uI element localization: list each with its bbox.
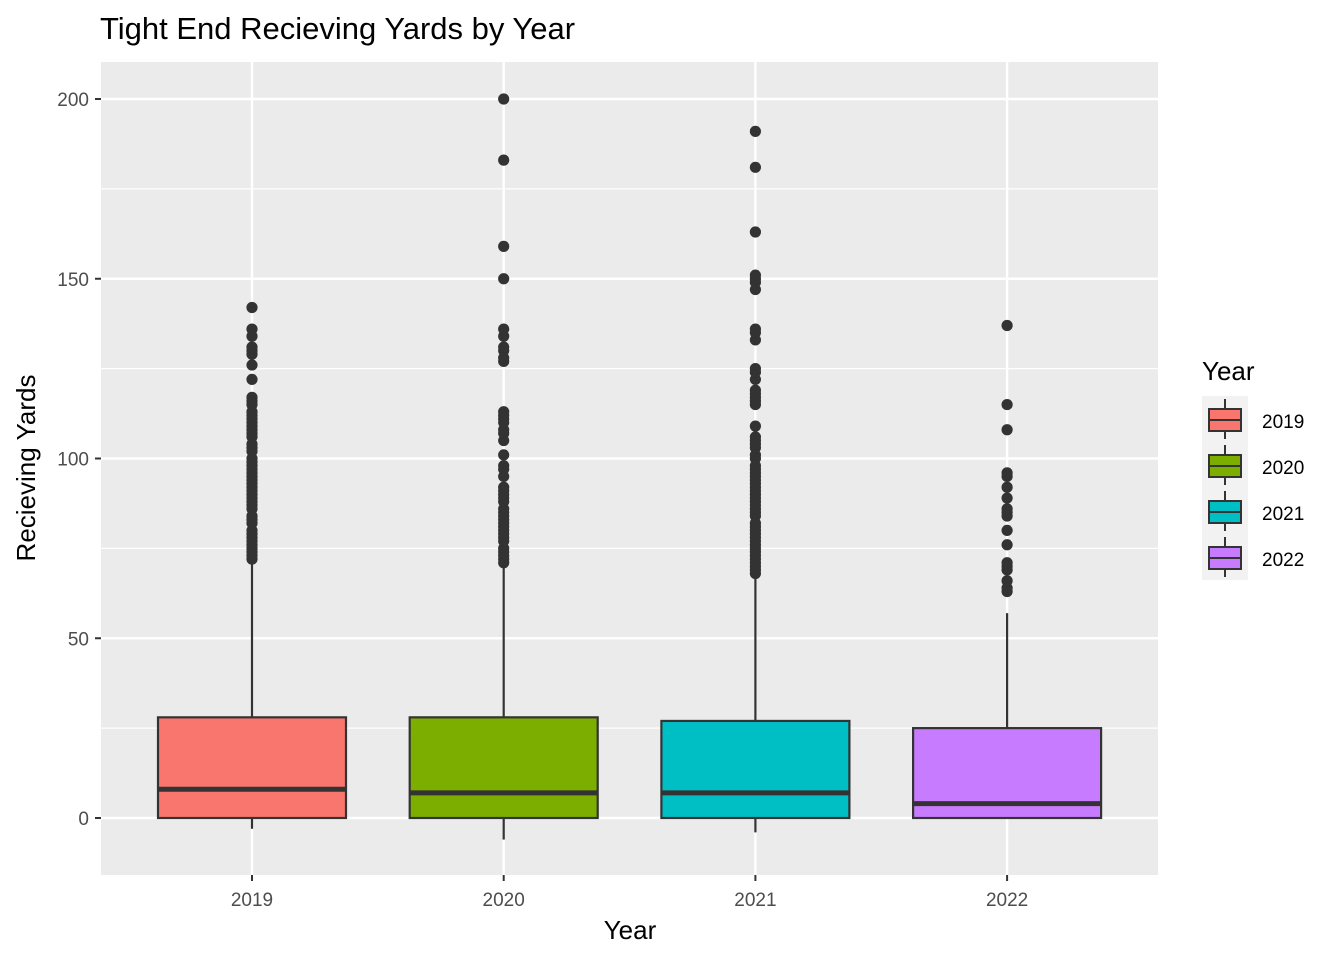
outlier-point — [1001, 539, 1013, 551]
outlier-point — [246, 341, 258, 353]
outlier-point — [498, 93, 510, 105]
outlier-point — [749, 161, 762, 173]
box-2021 — [660, 125, 851, 833]
box-2019 — [156, 301, 348, 829]
y-tick-label: 0 — [78, 809, 89, 830]
outlier-point — [1001, 524, 1013, 537]
outlier-point — [749, 431, 762, 443]
outlier-point — [1001, 492, 1013, 504]
x-axis-title: Year — [604, 915, 657, 945]
y-tick-label: 100 — [57, 450, 89, 471]
outlier-point — [1001, 481, 1013, 493]
outlier-point — [1001, 319, 1013, 332]
legend-entry-2022: 2022 — [1208, 537, 1304, 577]
legend-entry-2020: 2020 — [1208, 445, 1304, 485]
legend-title: Year — [1202, 356, 1255, 386]
outlier-point — [498, 449, 510, 461]
box-body — [156, 716, 348, 820]
outlier-point — [749, 269, 762, 281]
y-axis-ticks: 0 50 100 150 200 — [57, 90, 101, 830]
y-tick-label: 200 — [57, 90, 89, 111]
outlier-point — [749, 226, 762, 238]
box-2022 — [911, 319, 1103, 820]
outlier-point — [498, 154, 510, 166]
outlier-point — [749, 420, 762, 432]
y-tick-label: 150 — [57, 270, 89, 291]
outlier-point — [1001, 467, 1013, 479]
outlier-point — [498, 481, 510, 493]
legend-entry-2021: 2021 — [1208, 491, 1304, 531]
outlier-point — [246, 391, 258, 403]
legend-entry-2019: 2019 — [1208, 399, 1304, 439]
legend-label: 2020 — [1262, 458, 1304, 479]
legend: Year 2019 2020 2021 2022 — [1202, 356, 1304, 580]
outlier-point — [498, 341, 510, 353]
box-2020 — [408, 93, 599, 840]
legend-label: 2022 — [1262, 550, 1304, 571]
x-axis-ticks: 2019 2020 2021 2022 — [231, 875, 1028, 911]
outlier-point — [498, 240, 510, 252]
outlier-point — [1001, 398, 1013, 411]
box-body — [408, 716, 599, 820]
outlier-point — [498, 460, 510, 472]
outlier-point — [246, 359, 258, 371]
outlier-point — [246, 323, 258, 335]
x-tick-label: 2022 — [986, 890, 1028, 911]
outlier-point — [749, 323, 762, 335]
boxes — [156, 93, 1103, 840]
outlier-point — [749, 363, 762, 375]
outlier-point — [1001, 424, 1013, 436]
x-tick-label: 2020 — [483, 890, 525, 911]
outlier-point — [498, 323, 510, 335]
outlier-point — [246, 373, 258, 386]
outlier-point — [246, 301, 258, 314]
outlier-point — [749, 384, 762, 396]
outlier-point — [1001, 503, 1013, 515]
x-tick-label: 2019 — [231, 890, 273, 911]
outlier-point — [1001, 575, 1013, 587]
outlier-point — [749, 125, 762, 137]
legend-label: 2019 — [1262, 412, 1304, 433]
x-tick-label: 2021 — [734, 890, 776, 911]
y-axis-title: Recieving Yards — [11, 375, 41, 562]
outlier-point — [498, 273, 510, 285]
legend-label: 2021 — [1262, 504, 1304, 525]
box-body — [660, 719, 851, 820]
y-tick-label: 50 — [68, 629, 89, 650]
outlier-point — [1001, 557, 1013, 569]
chart-title: Tight End Recieving Yards by Year — [100, 11, 575, 46]
outlier-point — [498, 406, 510, 418]
